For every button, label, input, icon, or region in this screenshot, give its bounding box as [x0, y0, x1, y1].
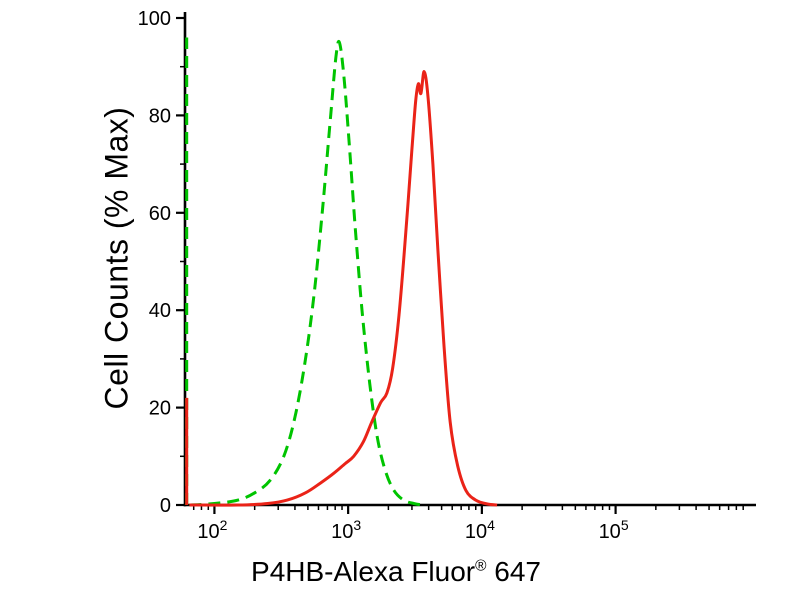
- y-tick-label: 100: [138, 8, 171, 30]
- x-tick-label: 104: [465, 517, 495, 543]
- x-tick-label: 105: [599, 517, 629, 543]
- series-red-solid-sample: [189, 70, 498, 507]
- x-axis-title: P4HB-Alexa Fluor® 647: [251, 556, 541, 588]
- y-axis-title: Cell Counts (% Max): [99, 107, 136, 410]
- registered-trademark-symbol: ®: [475, 557, 487, 575]
- series-green-dashed-control: [189, 40, 423, 507]
- y-tick-label: 0: [160, 495, 171, 517]
- y-tick-label: 20: [149, 398, 171, 420]
- axes: [183, 12, 756, 507]
- x-axis-title-suffix: 647: [486, 556, 541, 587]
- y-tick-label: 60: [149, 203, 171, 225]
- x-axis-title-main: P4HB-Alexa Fluor: [251, 556, 476, 587]
- minor-ticks: [180, 65, 744, 510]
- x-tick-label: 102: [197, 517, 227, 543]
- y-tick-label: 40: [149, 300, 171, 322]
- x-tick-label: 103: [331, 517, 361, 543]
- major-ticks: [176, 16, 617, 514]
- y-tick-label: 80: [149, 105, 171, 127]
- y-axis-title-text: Cell Counts (% Max): [98, 106, 135, 410]
